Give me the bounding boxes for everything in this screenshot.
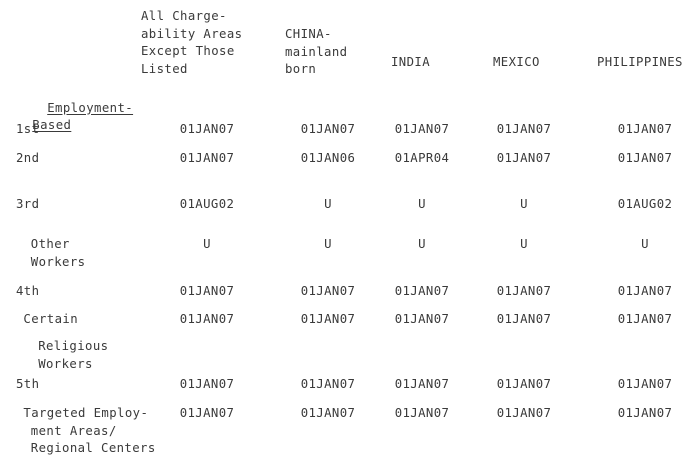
table-cell: 01JAN07	[394, 406, 450, 420]
table-cell: 01JAN07	[617, 284, 673, 298]
column-header-all-areas: All Charge-ability Areas Except Those List…	[141, 8, 242, 78]
text-line: 4th	[16, 284, 40, 298]
table-cell: 01AUG02	[179, 197, 235, 211]
table-cell: 01JAN07	[394, 377, 450, 391]
table-cell: 01AUG02	[617, 197, 673, 211]
table-cell: U	[641, 237, 649, 251]
table-cell: 01JAN07	[496, 406, 552, 420]
column-header-india: INDIA	[391, 54, 430, 72]
text-line: Regional Centers	[30, 441, 156, 455]
table-cell: 01JAN07	[179, 122, 235, 136]
table-cell: 01JAN06	[300, 151, 356, 165]
row-label: 4th	[16, 283, 39, 301]
table-cell: 01JAN07	[394, 122, 450, 136]
column-header-philippines-text: PHILIPPINES	[597, 54, 683, 72]
text-line: 5th	[16, 377, 40, 391]
column-header-china-mainland: CHINA-mainland born	[285, 26, 347, 79]
text-line: Except Those	[141, 44, 235, 58]
table-cell: 01JAN07	[179, 151, 235, 165]
text-line: Religious	[38, 339, 109, 353]
table-cell: 01JAN07	[179, 377, 235, 391]
row-label: Religious Workers	[16, 338, 108, 373]
table-cell: 01JAN07	[300, 406, 356, 420]
section-title-employment-based: Employment- Based	[16, 82, 133, 170]
table-cell: 01JAN07	[496, 312, 552, 326]
text-line: 2nd	[16, 151, 40, 165]
table-cell: U	[520, 197, 528, 211]
column-header-india-text: INDIA	[391, 54, 430, 72]
row-label: Other Workers	[16, 236, 85, 271]
table-cell: U	[418, 197, 426, 211]
text-line: 1st	[16, 122, 40, 136]
table-cell: 01JAN07	[179, 406, 235, 420]
table-cell: 01JAN07	[617, 151, 673, 165]
text-line: INDIA	[391, 55, 431, 69]
table-cell: 01APR04	[394, 151, 450, 165]
column-header-philippines: PHILIPPINES	[597, 54, 683, 72]
row-label: 1st	[16, 121, 39, 139]
table-cell: 01JAN07	[496, 284, 552, 298]
text-line: CHINA-	[285, 27, 332, 41]
table-cell: U	[520, 237, 528, 251]
column-header-mexico: MEXICO	[493, 54, 540, 72]
column-header-china-mainland-text: CHINA-mainland born	[285, 26, 347, 79]
text-line: mainland	[285, 44, 348, 59]
table-cell: 01JAN07	[617, 377, 673, 391]
row-label: Targeted Employ-ment Areas/Regional Cent…	[16, 405, 156, 458]
text-line: 3rd	[16, 197, 40, 211]
text-line: Listed	[141, 61, 188, 76]
text-line: PHILIPPINES	[597, 55, 683, 69]
column-header-mexico-text: MEXICO	[493, 54, 540, 72]
table-cell: 01JAN07	[617, 122, 673, 136]
text-line: All Charge-	[141, 9, 227, 23]
text-line: Certain	[23, 312, 79, 326]
table-cell: U	[324, 197, 332, 211]
text-line: born	[285, 62, 317, 76]
text-line: Other	[30, 237, 70, 251]
table-cell: 01JAN07	[179, 312, 235, 326]
table-cell: 01JAN07	[300, 284, 356, 298]
row-label: 3rd	[16, 196, 39, 214]
row-label: 2nd	[16, 150, 39, 168]
table-cell: U	[418, 237, 426, 251]
text-line: Workers	[38, 356, 93, 371]
table-cell: 01JAN07	[300, 312, 356, 326]
text-line: Targeted Employ-	[23, 406, 149, 420]
column-header-all-areas-text: All Charge-ability Areas Except Those List…	[141, 8, 242, 78]
table-cell: U	[203, 237, 211, 251]
table-cell: 01JAN07	[394, 312, 450, 326]
table-cell: 01JAN07	[496, 151, 552, 165]
table-cell: U	[324, 237, 332, 251]
table-cell: 01JAN07	[394, 284, 450, 298]
text-line: Workers	[30, 254, 86, 269]
table-cell: 01JAN07	[617, 406, 673, 420]
row-label: 5th	[16, 376, 39, 394]
row-label: Certain	[16, 311, 78, 329]
text-line: MEXICO	[493, 55, 540, 69]
table-cell: 01JAN07	[617, 312, 673, 326]
text-line: ability Areas	[141, 26, 243, 41]
table-cell: 01JAN07	[300, 377, 356, 391]
section-title-line1: Employment-	[47, 100, 134, 115]
table-header-row: All Charge-ability Areas Except Those List…	[0, 0, 700, 78]
table-cell: 01JAN07	[496, 122, 552, 136]
text-line: ment Areas/	[30, 423, 117, 438]
section-title-line2: Based	[32, 118, 72, 132]
table-cell: 01JAN07	[496, 377, 552, 391]
table-cell: 01JAN07	[300, 122, 356, 136]
table-cell: 01JAN07	[179, 284, 235, 298]
